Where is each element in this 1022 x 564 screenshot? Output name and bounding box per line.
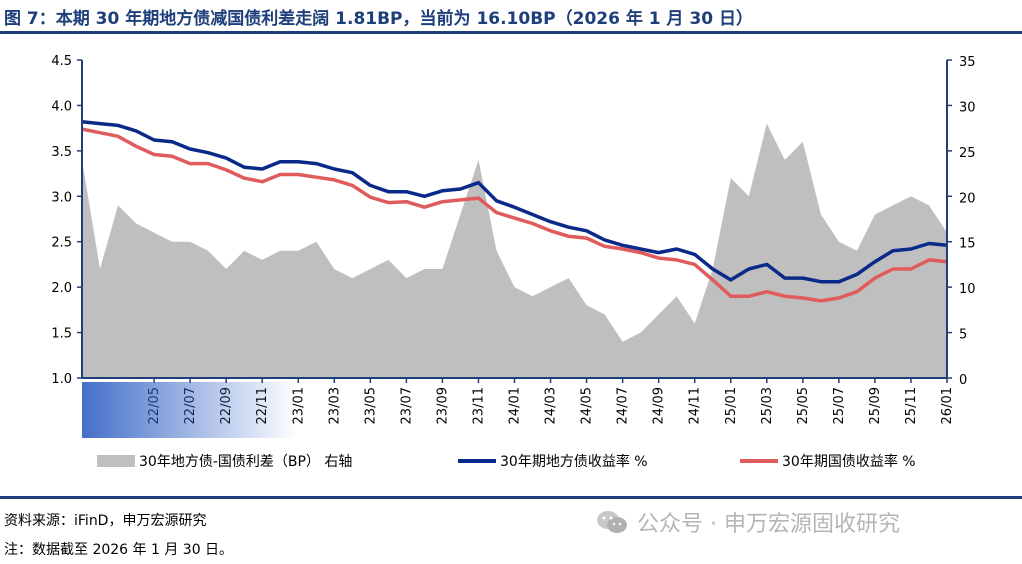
right-tick-label: 5 [959,328,967,343]
right-tick-label: 25 [959,146,976,161]
watermark: 公众号 · 申万宏源固收研究 [595,506,900,538]
footer-rule [0,496,1022,499]
x-tick-label: 26/01 [940,387,955,424]
x-tick-label: 24/07 [616,387,631,424]
right-tick-label: 10 [959,282,976,297]
right-tick-label: 15 [959,237,976,252]
x-tick-label: 24/11 [688,387,703,424]
wechat-icon [597,511,627,533]
legend: 30年地方债-国债利差（BP） 右轴 30年期地方债收益率 % 30年期国债收益率 … [97,453,916,470]
x-tick-label: 24/01 [508,387,523,424]
legend-item-local-gov-label: 30年期地方债收益率 % [500,453,648,470]
x-tick-label: 23/07 [399,387,414,424]
x-tick-label: 24/05 [580,387,595,424]
right-tick-label: 20 [959,191,976,206]
title-rule [0,31,1022,34]
left-tick-label: 3.5 [51,145,72,160]
yield-lines-layer [81,120,948,303]
x-tick-label: 25/09 [868,387,883,424]
legend-item-treasury-label: 30年期国债收益率 % [782,453,916,470]
right-tick-label: 35 [959,55,976,70]
x-tick-label: 25/03 [760,387,775,424]
left-tick-label: 4.5 [51,54,72,69]
left-tick-label: 2.0 [51,281,72,296]
left-tick-label: 1.5 [51,327,72,342]
x-tick-label: 24/03 [544,387,559,424]
legend-item-spread-label: 30年地方债-国债利差（BP） 右轴 [139,454,352,470]
x-tick-label: 24/09 [652,387,667,424]
left-tick-label: 1.0 [51,372,72,387]
series-spread-area [82,123,947,378]
obscured-region [82,382,298,438]
x-tick-label: 25/05 [796,387,811,424]
spread-area-layer [82,123,947,378]
x-tick-label: 23/09 [435,387,450,424]
series-local-gov-yield-line [81,120,948,284]
chart-title: 图 7：本期 30 年期地方债减国债利差走阔 1.81BP，当前为 16.10B… [4,9,754,29]
left-tick-label: 3.0 [51,190,72,205]
x-tick-label: 23/03 [327,387,342,424]
right-tick-label: 30 [959,100,976,115]
legend-item-spread-swatch [97,455,135,467]
series-treasury-yield-line [81,127,948,303]
x-tick-label: 25/11 [904,387,919,424]
date-note: 注：数据截至 2026 年 1 月 30 日。 [4,542,234,558]
source-note: 资料来源：iFinD，申万宏源研究 [4,513,207,529]
watermark-text: 公众号 · 申万宏源固收研究 [637,512,900,537]
x-tick-label: 23/11 [471,387,486,424]
x-tick-label: 25/07 [832,387,847,424]
chart-area: 1.01.52.02.53.03.54.04.50510152025303522… [51,54,976,470]
left-tick-label: 2.5 [51,236,72,251]
x-tick-label: 25/01 [724,387,739,424]
left-tick-label: 4.0 [51,99,72,114]
x-tick-label: 23/05 [363,387,378,424]
right-tick-label: 0 [959,373,967,388]
